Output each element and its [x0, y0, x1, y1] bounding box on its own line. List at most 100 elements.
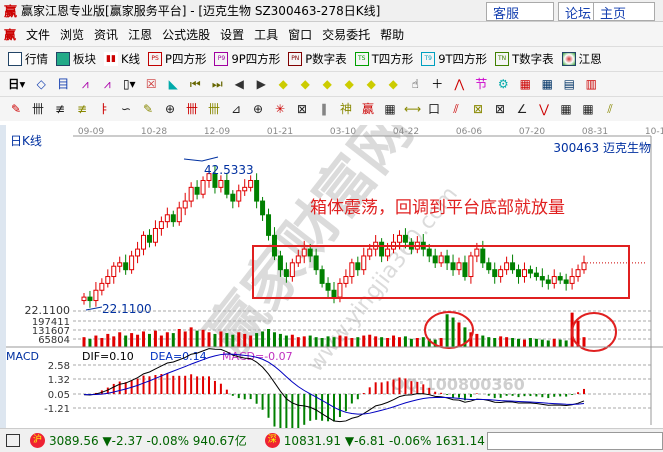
toolbar-button[interactable]: PN P数字表	[288, 51, 347, 67]
drawing-tool-icon[interactable]: ⊕	[164, 102, 176, 116]
volume-bar	[195, 330, 199, 347]
high-label: 42.5333	[204, 163, 254, 177]
drawing-tool-icon[interactable]: ⟷	[404, 102, 422, 116]
period-label: 日K线	[10, 134, 42, 148]
chart-tool-icon[interactable]: 节	[475, 77, 488, 91]
chart-tool-icon[interactable]: ◆	[322, 77, 332, 91]
toolbar-button[interactable]: 行情	[8, 51, 48, 67]
menu-item[interactable]: 公式选股	[162, 27, 211, 42]
menu-item[interactable]: 帮助	[380, 27, 405, 42]
menu-item[interactable]: 交易委托	[322, 27, 371, 42]
annotation-text: 箱体震荡，回调到平台底部就放量	[310, 198, 565, 218]
drawing-tool-icon[interactable]: ⊿	[230, 102, 242, 116]
menu-item[interactable]: 工具	[254, 27, 279, 42]
macd-tick: 0.05	[48, 390, 70, 401]
toolbar-button[interactable]: TN T数字表	[495, 51, 554, 67]
menu-item[interactable]: 浏览	[60, 27, 85, 42]
chart-tool-icon[interactable]: ▤	[563, 77, 575, 91]
drawing-tool-icon[interactable]: ⫽	[607, 102, 613, 116]
toolbar-button[interactable]: ▮▮ K线	[104, 51, 140, 67]
chart-tool-icon[interactable]: ☒	[145, 77, 157, 91]
chart-tool-icon[interactable]: ⩘	[103, 77, 111, 91]
menu-item[interactable]: 设置	[220, 27, 245, 42]
drawing-tool-icon[interactable]: ≢	[76, 102, 88, 116]
drawing-tool-icon[interactable]: 赢	[361, 102, 374, 116]
menu-item[interactable]: 文件	[26, 27, 51, 42]
chart-tool-icon[interactable]: ◆	[300, 77, 310, 91]
chart-tool-icon[interactable]: ◣	[168, 77, 178, 91]
menu-item[interactable]: 资讯	[94, 27, 119, 42]
drawing-tool-icon[interactable]: ⫽	[453, 102, 459, 116]
candle-body	[426, 248, 432, 257]
chart-tool-icon[interactable]: ▯▾	[122, 77, 136, 91]
drawing-tool-icon[interactable]: ▦	[384, 102, 396, 116]
drawing-tool-icon[interactable]: ㅑ	[98, 102, 110, 116]
drawing-tool-icon[interactable]: ⊠	[472, 102, 484, 116]
home-button[interactable]: 主页	[593, 2, 655, 22]
drawing-tool-icon[interactable]: ≢	[54, 102, 66, 116]
drawing-tool-icon[interactable]: ⊠	[494, 102, 506, 116]
chart-tool-icon[interactable]: ⚙	[497, 77, 509, 91]
calculator-icon[interactable]	[6, 434, 20, 447]
candle-body	[277, 255, 283, 271]
toolbar-button[interactable]: P9 9P四方形	[214, 51, 280, 67]
chart-tool-icon[interactable]: ⏭	[211, 77, 223, 91]
kline-icon: ▮▮	[104, 52, 118, 66]
drawing-tool-icon[interactable]: 口	[427, 102, 440, 116]
toolbar-button[interactable]: T9 9T四方形	[421, 51, 487, 67]
drawing-tool-icon[interactable]: ✎	[142, 102, 154, 116]
drawing-tool-icon[interactable]: ✎	[10, 102, 22, 116]
drawing-tool-icon[interactable]: ▦	[560, 102, 572, 116]
candle-body	[301, 248, 307, 257]
drawing-tool-icon[interactable]: ∽	[120, 102, 132, 116]
chart-tool-icon[interactable]: ＋	[431, 77, 444, 91]
toolbar-button[interactable]: PS P四方形	[148, 51, 206, 67]
period-select[interactable]: 日 ▾	[8, 77, 26, 91]
drawing-tool-icon[interactable]: 卌	[207, 102, 220, 116]
volume-bar	[261, 331, 265, 347]
chart-tool-icon[interactable]: ☝	[411, 77, 419, 91]
chart-tool-icon[interactable]: ◇	[36, 77, 46, 91]
chart-tool-icon[interactable]: ▥	[585, 77, 597, 91]
toolbar-button-label: 行情	[25, 52, 48, 66]
command-input[interactable]	[486, 431, 663, 450]
service-button[interactable]: 客服	[486, 2, 554, 22]
drawing-tool-icon[interactable]: ∠	[516, 102, 528, 116]
chart-tool-icon[interactable]: ▦	[541, 77, 553, 91]
chart-tool-icon[interactable]: ◀	[234, 77, 244, 91]
drawing-tool-icon[interactable]: ⊕	[252, 102, 264, 116]
candle-body	[313, 255, 319, 271]
drawing-tool-icon[interactable]: ▦	[582, 102, 594, 116]
toolbar-button[interactable]: TS T四方形	[354, 51, 413, 67]
date-tick: 07-20	[519, 127, 545, 137]
chart-tool-icon[interactable]: ⏮	[189, 77, 201, 91]
sz-index-text[interactable]: 10831.91 ▼-6.81 -0.06% 1631.14	[283, 433, 485, 448]
candle-body	[224, 179, 230, 195]
drawing-tool-icon[interactable]: ⋁	[539, 102, 549, 116]
kline-chart[interactable]: 日K线 09-09 10-28 12-09 01-21 03-10 04-22 06-06 0…	[0, 125, 663, 428]
drawing-tool-icon[interactable]: ⊠	[296, 102, 308, 116]
volume-bar	[332, 337, 336, 347]
chart-tool-icon[interactable]: 目	[57, 77, 70, 91]
chart-tool-icon[interactable]: ◆	[344, 77, 354, 91]
chart-tool-icon[interactable]: ⩘	[81, 77, 89, 91]
toolbar-button[interactable]: 江恩	[561, 51, 602, 67]
drawing-tool-icon[interactable]: 卌	[31, 102, 44, 116]
sh-index-text[interactable]: 3089.56 ▼-2.37 -0.08% 940.67亿	[49, 434, 247, 448]
chart-tool-icon[interactable]: ◆	[278, 77, 288, 91]
chart-tool-icon[interactable]: ▦	[519, 77, 531, 91]
chart-tool-icon[interactable]: ◆	[366, 77, 376, 91]
chart-tool-icon[interactable]: ◆	[388, 77, 398, 91]
drawing-tool-icon[interactable]: 卌	[185, 102, 198, 116]
volume-bar	[439, 338, 443, 347]
chart-tool-icon[interactable]: ⋀	[454, 77, 465, 91]
menu-item[interactable]: 江恩	[128, 27, 153, 42]
chart-tool-icon[interactable]: ▶	[256, 77, 266, 91]
drawing-tool-icon[interactable]: ✳	[274, 102, 286, 116]
toolbar-button[interactable]: 板块	[56, 51, 96, 67]
drawing-tool-icon[interactable]: 神	[339, 102, 352, 116]
candle-body	[545, 279, 551, 284]
drawing-tool-icon[interactable]: ∥	[321, 102, 327, 116]
menu-item[interactable]: 窗口	[288, 27, 313, 42]
candle-body	[402, 234, 408, 243]
